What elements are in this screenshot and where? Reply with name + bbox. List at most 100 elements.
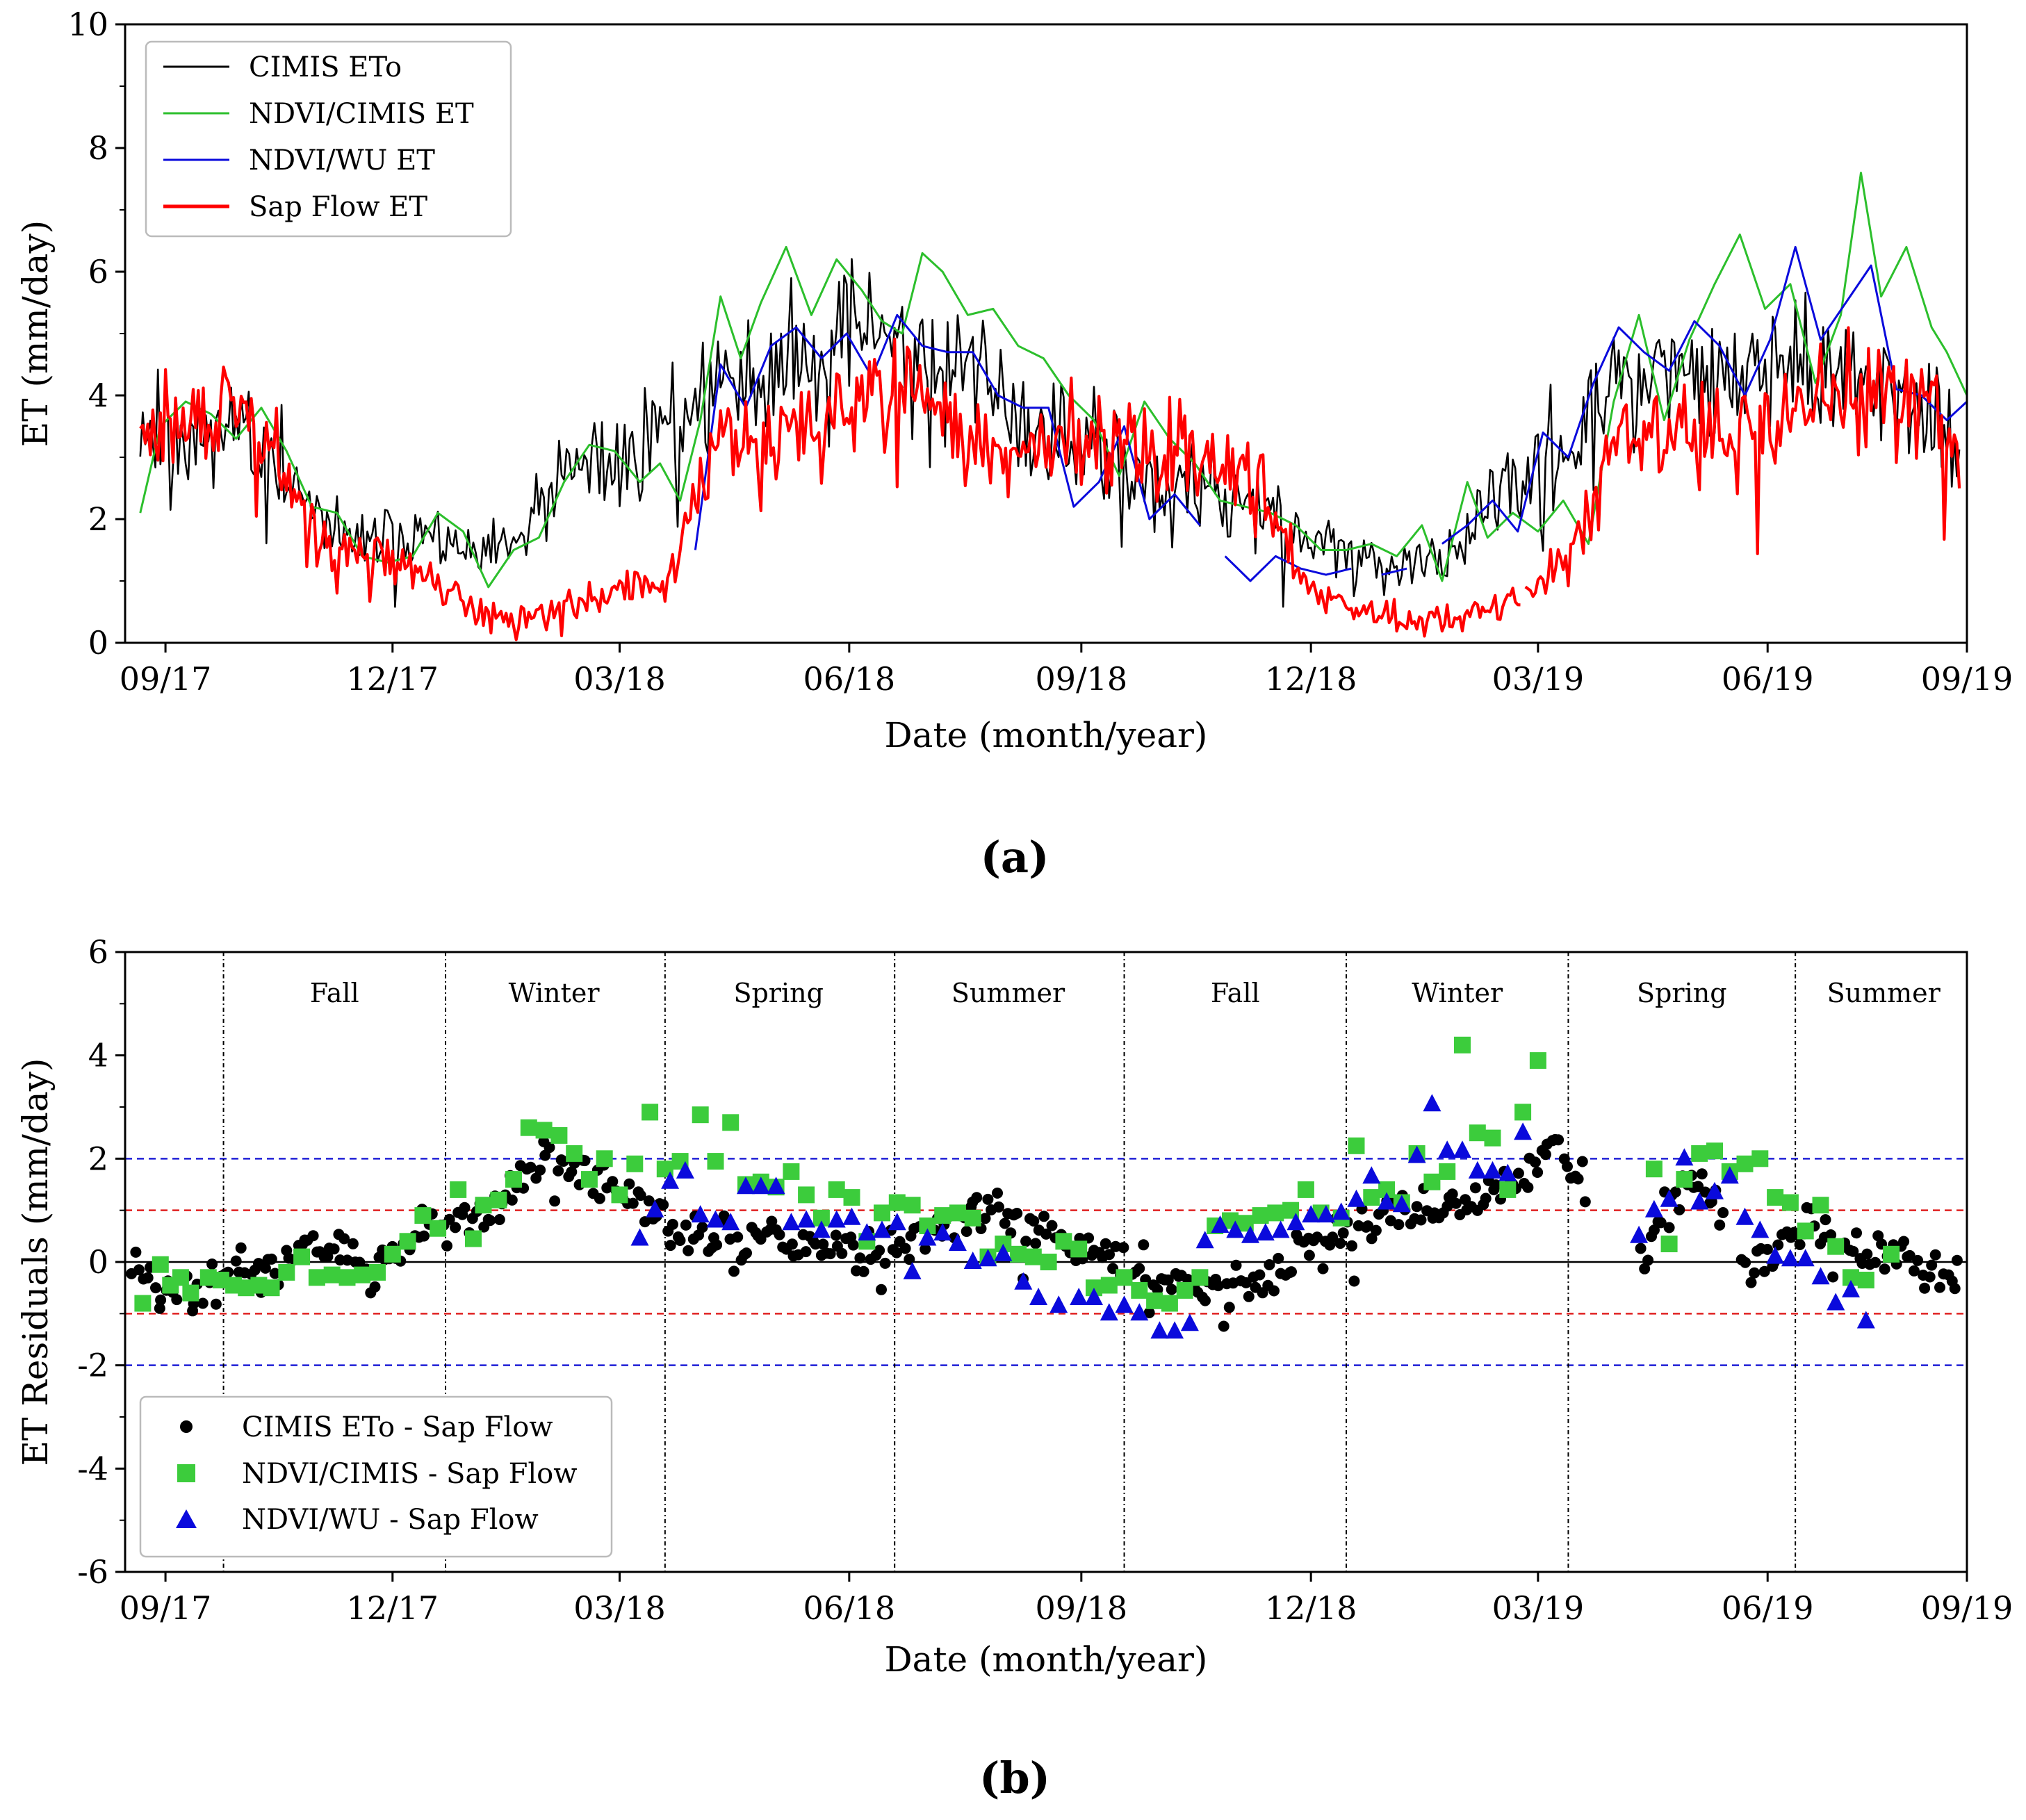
marker-cimis-eto-sap-flow <box>441 1240 452 1252</box>
marker-ndvi-cimis-sap-flow <box>1469 1124 1486 1142</box>
marker-cimis-eto-sap-flow <box>150 1282 161 1294</box>
panel-b-x-tick-label: 12/17 <box>347 1589 439 1627</box>
marker-ndvi-wu-sap-flow <box>1766 1246 1785 1264</box>
marker-cimis-eto-sap-flow <box>879 1257 891 1269</box>
marker-ndvi-cimis-sap-flow <box>692 1106 709 1124</box>
marker-ndvi-cimis-sap-flow <box>1706 1142 1723 1160</box>
marker-cimis-eto-sap-flow <box>1758 1265 1770 1277</box>
season-label-winter: Winter <box>1412 978 1503 1008</box>
panel-a-y-tick-label: 2 <box>88 500 108 538</box>
marker-cimis-eto-sap-flow <box>1143 1307 1155 1318</box>
marker-cimis-eto-sap-flow <box>1040 1228 1052 1240</box>
marker-cimis-eto-sap-flow <box>1951 1254 1963 1266</box>
marker-cimis-eto-sap-flow <box>1745 1277 1757 1288</box>
panel-b-y-tick-label: 6 <box>88 933 108 971</box>
marker-cimis-eto-sap-flow <box>1370 1224 1382 1236</box>
panel-b-y-tick-label: 4 <box>88 1037 108 1074</box>
marker-cimis-eto-sap-flow <box>1714 1219 1726 1231</box>
marker-cimis-eto-sap-flow <box>1200 1295 1211 1306</box>
marker-cimis-eto-sap-flow <box>1038 1211 1049 1222</box>
marker-cimis-eto-sap-flow <box>1346 1240 1357 1252</box>
marker-ndvi-wu-sap-flow <box>1644 1199 1663 1218</box>
marker-ndvi-wu-sap-flow <box>1827 1293 1845 1311</box>
marker-cimis-eto-sap-flow <box>155 1294 167 1306</box>
panel-a-label: (a) <box>981 832 1049 883</box>
marker-cimis-eto-sap-flow <box>171 1294 183 1306</box>
marker-cimis-eto-sap-flow <box>534 1164 546 1176</box>
marker-cimis-eto-sap-flow <box>1934 1281 1945 1293</box>
marker-ndvi-wu-sap-flow <box>1316 1205 1335 1223</box>
marker-cimis-eto-sap-flow <box>1337 1227 1349 1239</box>
panel-b-legend-frame <box>139 1395 613 1558</box>
marker-cimis-eto-sap-flow <box>836 1247 848 1259</box>
marker-cimis-eto-sap-flow <box>1415 1214 1427 1226</box>
marker-ndvi-cimis-sap-flow <box>874 1204 890 1222</box>
panel-a-x-tick-label: 12/17 <box>347 660 439 698</box>
marker-cimis-eto-sap-flow <box>1512 1167 1524 1179</box>
marker-cimis-eto-sap-flow <box>1020 1236 1032 1247</box>
season-label-summer: Summer <box>951 978 1065 1008</box>
marker-cimis-eto-sap-flow <box>1107 1263 1119 1274</box>
marker-ndvi-cimis-sap-flow <box>354 1266 371 1284</box>
marker-ndvi-cimis-sap-flow <box>964 1209 981 1227</box>
marker-ndvi-wu-sap-flow <box>797 1210 816 1228</box>
panel-a-x-tick-label: 09/19 <box>1921 660 2013 698</box>
marker-cimis-eto-sap-flow <box>197 1297 209 1309</box>
marker-cimis-eto-sap-flow <box>674 1235 686 1246</box>
marker-ndvi-cimis-sap-flow <box>707 1153 724 1170</box>
marker-ndvi-cimis-sap-flow <box>278 1263 295 1281</box>
legend-marker-ndvi-wu-sap-flow <box>176 1509 197 1528</box>
marker-ndvi-wu-sap-flow <box>1226 1220 1245 1238</box>
marker-ndvi-cimis-sap-flow <box>580 1171 598 1188</box>
marker-cimis-eto-sap-flow <box>847 1239 859 1251</box>
marker-ndvi-cimis-sap-flow <box>642 1104 659 1121</box>
marker-cimis-eto-sap-flow <box>1530 1156 1541 1168</box>
marker-cimis-eto-sap-flow <box>210 1298 222 1310</box>
panel-b-y-tick-label: 2 <box>88 1140 108 1177</box>
marker-ndvi-wu-sap-flow <box>979 1249 997 1267</box>
legend-label-ndvi-cimis-sap-flow: NDVI/CIMIS - Sap Flow <box>242 1458 577 1490</box>
marker-cimis-eto-sap-flow <box>1134 1263 1145 1274</box>
marker-cimis-eto-sap-flow <box>999 1218 1011 1229</box>
marker-ndvi-cimis-sap-flow <box>798 1186 815 1204</box>
panel-a-y-tick-label: 8 <box>88 129 108 167</box>
marker-ndvi-wu-sap-flow <box>1453 1140 1471 1158</box>
marker-cimis-eto-sap-flow <box>443 1213 455 1225</box>
marker-cimis-eto-sap-flow <box>259 1262 271 1274</box>
marker-cimis-eto-sap-flow <box>643 1195 655 1207</box>
marker-cimis-eto-sap-flow <box>1929 1249 1941 1261</box>
marker-cimis-eto-sap-flow <box>1273 1252 1284 1264</box>
panel-b-x-tick-label: 09/18 <box>1036 1589 1128 1627</box>
marker-cimis-eto-sap-flow <box>1264 1259 1275 1270</box>
legend-label-cimis-eto: CIMIS ETo <box>249 51 402 83</box>
marker-cimis-eto-sap-flow <box>1861 1248 1873 1260</box>
marker-cimis-eto-sap-flow <box>718 1210 730 1222</box>
marker-cimis-eto-sap-flow <box>1740 1256 1751 1268</box>
marker-ndvi-wu-sap-flow <box>751 1177 770 1195</box>
marker-cimis-eto-sap-flow <box>553 1165 564 1177</box>
marker-cimis-eto-sap-flow <box>1230 1259 1242 1271</box>
marker-ndvi-wu-sap-flow <box>691 1205 710 1223</box>
marker-cimis-eto-sap-flow <box>338 1233 350 1245</box>
marker-ndvi-cimis-sap-flow <box>1161 1295 1178 1312</box>
series-sap-flow-et-line-1 <box>139 337 1521 641</box>
marker-ndvi-cimis-sap-flow <box>293 1248 311 1265</box>
marker-cimis-eto-sap-flow <box>993 1201 1004 1213</box>
panel-a-legend: CIMIS ETo NDVI/CIMIS ET NDVI/WU ET Sap F… <box>145 40 512 238</box>
marker-ndvi-wu-sap-flow <box>812 1220 831 1238</box>
marker-cimis-eto-sap-flow <box>683 1245 694 1256</box>
marker-cimis-eto-sap-flow <box>1138 1239 1150 1251</box>
panel-a-et-timeseries: 0 2 4 6 8 10 09/17 12/17 03/18 06/18 09/18 12/18 03… <box>15 6 2013 883</box>
marker-ndvi-cimis-sap-flow <box>182 1284 199 1302</box>
marker-cimis-eto-sap-flow <box>1749 1267 1761 1279</box>
marker-cimis-eto-sap-flow <box>1240 1277 1252 1288</box>
series-ndvi-wu-et-line-1 <box>694 313 1201 550</box>
marker-ndvi-cimis-sap-flow <box>1736 1155 1754 1172</box>
marker-cimis-eto-sap-flow <box>899 1243 911 1254</box>
panel-a-y-tick-label: 6 <box>88 253 108 290</box>
marker-ndvi-wu-sap-flow <box>767 1177 785 1195</box>
marker-cimis-eto-sap-flow <box>1663 1222 1675 1233</box>
marker-cimis-eto-sap-flow <box>1825 1229 1837 1240</box>
legend-label-ndvi-wu-sap-flow: NDVI/WU - Sap Flow <box>242 1504 539 1536</box>
